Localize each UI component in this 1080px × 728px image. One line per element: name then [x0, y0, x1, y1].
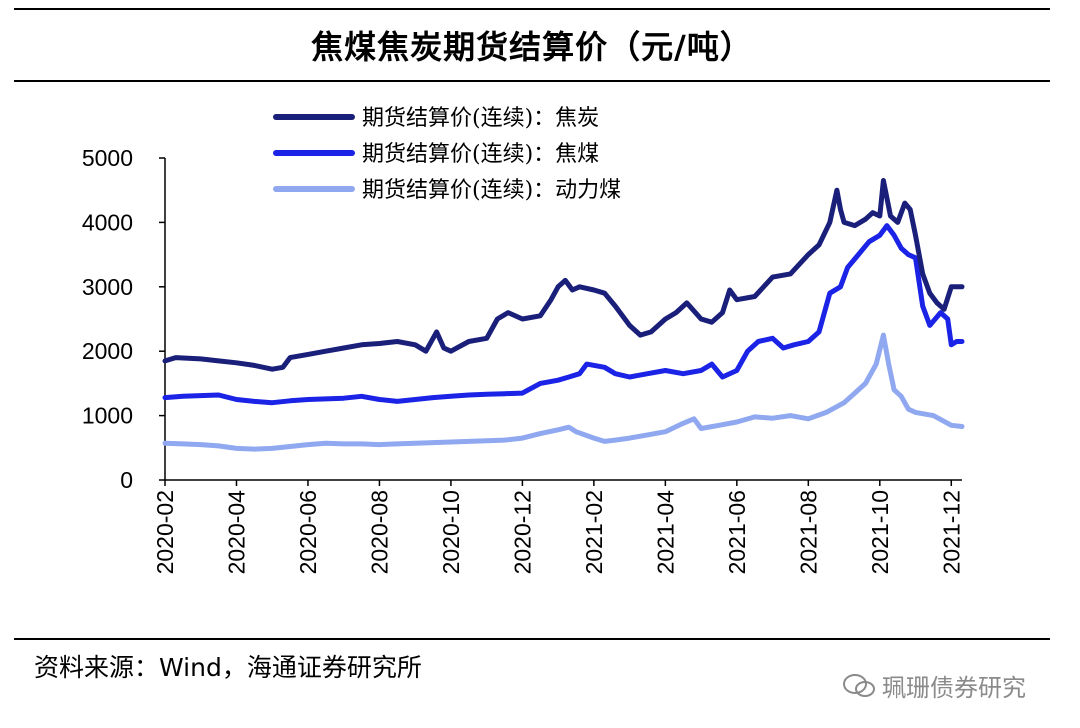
- legend-label-coking_coal: 期货结算价(连续)：焦煤: [362, 142, 599, 167]
- y-axis: 0 1000 2000 3000 4000 5000: [82, 145, 166, 493]
- x-tick-label: 2020-08: [366, 490, 392, 574]
- watermark: 珮珊债券研究: [842, 668, 1026, 703]
- x-tick-label: 2021-10: [867, 490, 893, 574]
- series-line-coke: [162, 178, 965, 372]
- title-underline: [14, 80, 1050, 82]
- series-line-coking_coal: [162, 223, 965, 406]
- wechat-icon: [843, 673, 875, 697]
- x-tick-label: 2021-02: [581, 490, 607, 574]
- x-tick-label: 2020-02: [152, 490, 178, 574]
- x-tick-label: 2021-12: [938, 490, 964, 574]
- x-tick-label: 2021-06: [724, 490, 750, 574]
- x-tick-label: 2020-06: [295, 490, 321, 574]
- legend-label-thermal_coal: 期货结算价(连续)：动力煤: [362, 178, 621, 203]
- x-tick-label: 2020-04: [223, 490, 249, 575]
- y-tick-label: 3000: [82, 274, 133, 300]
- x-axis: 2020-02 2020-04 2020-06 2020-08 2020-10 2020-…: [152, 479, 964, 575]
- plot-area: [162, 178, 965, 452]
- y-tick-label: 1000: [82, 403, 133, 429]
- x-tick-label: 2020-10: [438, 490, 464, 574]
- series-line-thermal_coal: [162, 332, 965, 452]
- watermark-text: 珮珊债券研究: [882, 674, 1026, 702]
- x-tick-label: 2021-04: [652, 490, 678, 575]
- source-note: 资料来源：Wind，海通证券研究所: [34, 653, 422, 682]
- chart-title: 焦煤焦炭期货结算价（元/吨）: [311, 28, 753, 66]
- y-tick-label: 2000: [82, 338, 133, 364]
- y-tick-label: 5000: [82, 145, 133, 171]
- x-tick-label: 2021-08: [795, 490, 821, 574]
- y-tick-label: 0: [120, 467, 133, 493]
- top-rule: [14, 8, 1050, 10]
- y-tick-label: 4000: [82, 209, 133, 235]
- bottom-rule: [14, 638, 1050, 640]
- legend-label-coke: 期货结算价(连续)：焦炭: [362, 106, 599, 131]
- x-tick-label: 2020-12: [509, 490, 535, 574]
